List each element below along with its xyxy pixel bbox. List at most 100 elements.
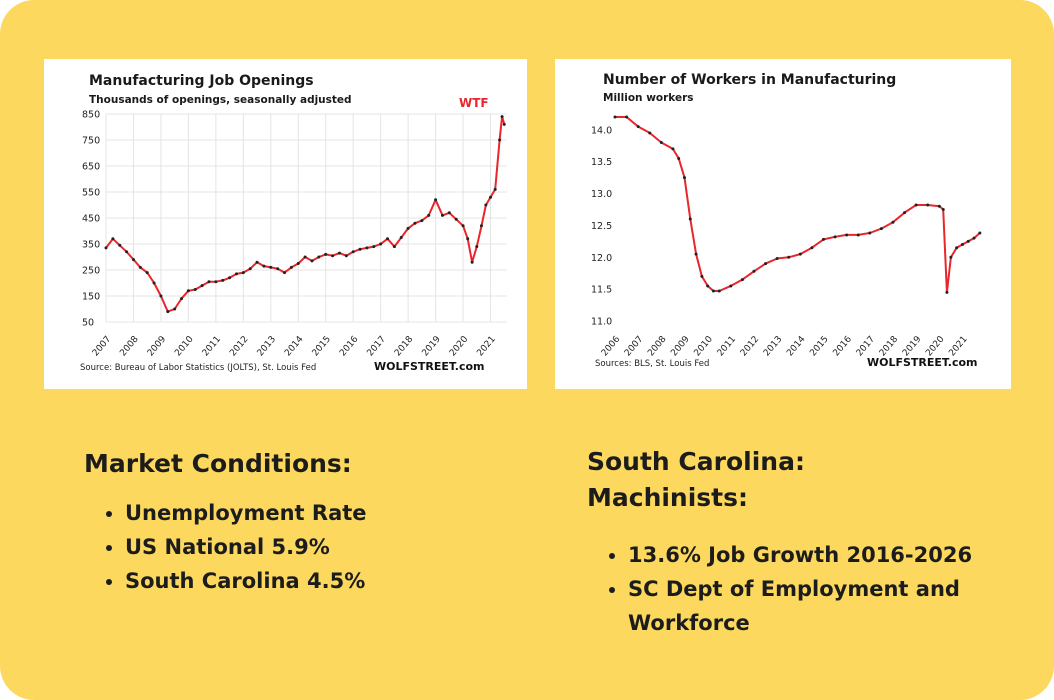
jobs-chart-data-point (379, 242, 383, 246)
jobs-chart-y-tick-label: 850 (82, 110, 100, 121)
workers-chart-x-tick-label: 2014 (785, 334, 808, 358)
workers-chart-x-tick-label: 2008 (646, 334, 669, 358)
workers-chart-data-point (613, 115, 617, 119)
jobs-chart-data-point (392, 245, 396, 249)
workers-chart-x-tick-label: 2016 (832, 334, 855, 358)
jobs-chart-data-point (118, 243, 122, 247)
jobs-chart-data-point (262, 264, 266, 268)
jobs-chart-data-point (399, 236, 403, 239)
jobs-chart-title: Manufacturing Job Openings (89, 73, 314, 89)
workers-chart-data-point (845, 233, 849, 237)
jobs-chart-x-tick-label: 2018 (393, 334, 416, 358)
workers-chart-y-tick-label: 12.0 (591, 253, 612, 264)
jobs-chart-x-tick-label: 2014 (283, 334, 306, 358)
jobs-chart-annotation: WTF (459, 96, 489, 110)
workers-chart-title: Number of Workers in Manufacturing (603, 72, 896, 88)
workers-chart-series-line (615, 116, 981, 294)
workers-chart-data-point (937, 204, 941, 208)
jobs-chart-data-point (461, 224, 465, 228)
jobs-chart-x-tick-label: 2009 (146, 334, 169, 358)
jobs-chart-data-point (337, 251, 341, 255)
jobs-chart-data-point (193, 288, 197, 291)
workers-chart-data-point (914, 203, 918, 207)
machinists-heading-line1: South Carolina: (587, 447, 805, 476)
jobs-chart-data-point (475, 245, 479, 249)
jobs-chart-x-tick-label: 2007 (91, 335, 113, 359)
workers-chart-y-tick-label: 11.0 (591, 317, 612, 328)
workers-chart-data-point (671, 147, 675, 151)
workers-chart-x-tick-label: 2017 (855, 335, 877, 359)
jobs-chart-data-point (413, 221, 417, 225)
jobs-chart-data-point (317, 255, 321, 259)
workers-chart-data-point (636, 125, 640, 129)
jobs-chart-data-point (427, 213, 431, 217)
jobs-chart-y-tick-label: 650 (82, 162, 100, 173)
list-item: Unemployment Rate (125, 496, 504, 530)
jobs-chart-data-point (138, 265, 142, 269)
workers-chart-x-tick-label: 2012 (739, 335, 761, 359)
jobs-chart-x-tick-label: 2016 (338, 334, 361, 358)
workers-chart-subtitle: Million workers (603, 92, 694, 104)
jobs-chart-y-tick-label: 350 (82, 240, 100, 251)
workers-chart-data-point (694, 252, 698, 256)
workers-chart-data-point (868, 231, 872, 235)
jobs-chart-x-tick-label: 2012 (228, 335, 250, 359)
jobs-chart-x-tick-label: 2011 (201, 335, 223, 359)
workers-chart-data-point (648, 131, 652, 135)
workers-chart-data-point (972, 236, 976, 240)
market-conditions-heading: Market Conditions: (84, 449, 352, 478)
workers-chart-data-point (966, 239, 970, 243)
jobs-chart-data-point (344, 254, 348, 258)
workers-chart-data-point (891, 220, 895, 224)
jobs-chart-data-point (351, 250, 355, 254)
workers-chart-data-point (810, 246, 814, 250)
workers-chart-y-tick-label: 13.5 (591, 157, 612, 168)
jobs-chart-data-point (152, 281, 156, 285)
list-item: South Carolina 4.5% (125, 564, 504, 598)
jobs-chart-x-tick-label: 2015 (311, 335, 333, 359)
jobs-chart-data-point (303, 255, 307, 259)
jobs-chart-data-point (234, 272, 238, 276)
jobs-chart-data-point (296, 262, 300, 265)
workers-chart-data-point (856, 233, 860, 237)
workers-chart-data-point (960, 243, 964, 246)
workers-chart-data-point (677, 156, 681, 160)
workers-chart-x-tick-label: 2019 (901, 334, 924, 358)
jobs-chart-data-point (125, 250, 129, 254)
jobs-chart-data-point (255, 260, 259, 264)
jobs-chart-data-point (420, 219, 424, 223)
jobs-chart-data-point (358, 247, 362, 251)
workers-chart-x-tick-label: 2015 (808, 335, 830, 359)
workers-chart-data-point (903, 211, 907, 215)
workers-chart-data-point (682, 176, 686, 180)
workers-chart-data-point (717, 289, 721, 293)
jobs-chart-data-point (104, 246, 108, 250)
workers-chart-x-tick-label: 2020 (924, 334, 947, 358)
workers-chart-data-point (706, 284, 710, 288)
workers-chart-data-point (821, 237, 825, 241)
jobs-chart-source: Source: Bureau of Labor Statistics (JOLT… (80, 363, 316, 373)
jobs-chart-data-point (159, 294, 163, 298)
jobs-chart-series-line (105, 115, 506, 313)
workers-chart-data-point (787, 255, 791, 259)
workers-chart-data-point (752, 269, 756, 273)
list-item: 13.6% Job Growth 2016-2026 (628, 538, 1017, 572)
jobs-chart-x-tick-label: 2021 (475, 335, 497, 359)
workers-chart-data-point (625, 115, 629, 119)
jobs-chart-data-point (493, 187, 497, 191)
jobs-chart-data-point (283, 271, 287, 275)
jobs-chart-data-point (145, 271, 149, 275)
manufacturing-workers-chart-panel: Number of Workers in Manufacturing Millio… (555, 59, 1011, 389)
machinists-heading-line2: Machinists: (587, 483, 749, 512)
workers-chart-y-tick-label: 11.5 (591, 285, 612, 296)
jobs-chart-data-point (310, 259, 314, 263)
jobs-chart-data-point (434, 198, 438, 202)
workers-chart-data-point (688, 217, 692, 221)
list-item: US National 5.9% (125, 530, 504, 564)
jobs-chart-y-tick-label: 50 (82, 318, 94, 329)
jobs-chart-data-point (214, 280, 218, 284)
workers-chart-brand: WOLFSTREET.com (867, 356, 977, 369)
jobs-chart-data-point (276, 267, 280, 271)
workers-chart-data-point (659, 141, 663, 144)
